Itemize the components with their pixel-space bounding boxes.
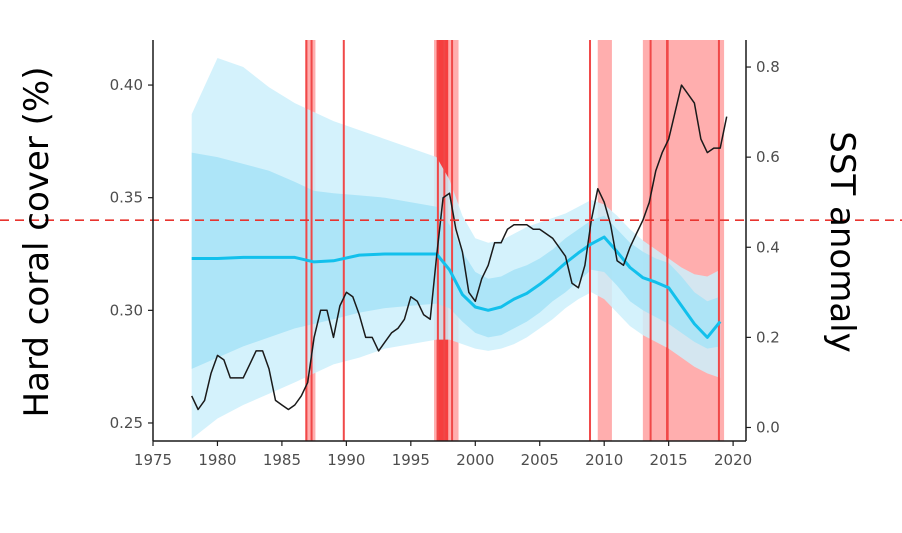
x-tick-label-1990: 1990 (327, 451, 365, 469)
y-axis-title-left: Hard coral cover (%) (17, 67, 57, 418)
series-line-sst-anomaly (191, 84, 728, 411)
ticks: 1975 1980 1985 1990 1995 2000 2005 2010 2015 2020… (110, 58, 780, 469)
ci-band-inner (191, 152, 721, 369)
y-axis-title-right: SST anomaly (822, 131, 862, 352)
x-tick-label-1985: 1985 (263, 451, 301, 469)
y-left-tick-label-3: 0.40 (110, 76, 143, 94)
x-tick-label-1980: 1980 (198, 451, 236, 469)
confidence-bands (191, 58, 721, 439)
y-left-tick-label-0: 0.25 (110, 414, 143, 432)
series-line-coral-cover (191, 235, 722, 339)
y-right-tick-label-0: 0.0 (756, 418, 780, 436)
x-tick-label-2000: 2000 (456, 451, 494, 469)
y-right-tick-label-1: 0.2 (756, 328, 780, 346)
event-lines (305, 40, 720, 441)
event-band-3 (642, 40, 725, 441)
y-right-tick-label-2: 0.4 (756, 238, 780, 256)
y-right-tick-label-4: 0.8 (756, 58, 780, 76)
x-tick-label-2020: 2020 (714, 451, 752, 469)
x-tick-label-1995: 1995 (392, 451, 430, 469)
series-lines (191, 84, 728, 411)
x-tick-label-2010: 2010 (585, 451, 623, 469)
y-left-tick-label-2: 0.35 (110, 189, 143, 207)
x-tick-label-1975: 1975 (134, 451, 172, 469)
x-tick-label-2015: 2015 (650, 451, 688, 469)
axes (152, 40, 747, 442)
x-tick-label-2005: 2005 (521, 451, 559, 469)
y-right-tick-label-3: 0.6 (756, 148, 780, 166)
y-left-tick-label-1: 0.30 (110, 301, 143, 319)
